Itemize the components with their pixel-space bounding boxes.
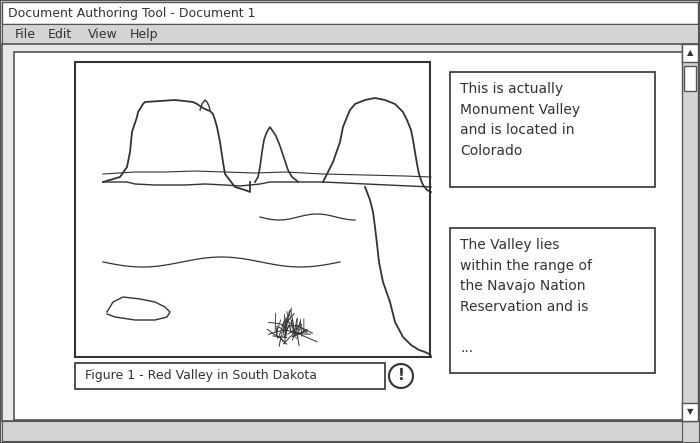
Bar xyxy=(2,24,698,44)
Circle shape xyxy=(389,364,413,388)
Text: This is actually
Monument Valley
and is located in
Colorado: This is actually Monument Valley and is … xyxy=(460,82,580,158)
Text: The Valley lies
within the range of
the Navajo Nation
Reservation and is

...: The Valley lies within the range of the … xyxy=(460,238,592,355)
Text: Edit: Edit xyxy=(48,27,72,40)
Text: ▲: ▲ xyxy=(687,48,693,58)
Text: Help: Help xyxy=(130,27,158,40)
Text: View: View xyxy=(88,27,118,40)
Bar xyxy=(682,44,698,421)
Bar xyxy=(2,44,698,421)
Bar xyxy=(14,52,684,420)
Bar xyxy=(684,66,696,91)
Text: Document Authoring Tool - Document 1: Document Authoring Tool - Document 1 xyxy=(8,7,255,19)
Bar xyxy=(682,403,698,421)
Bar xyxy=(75,363,385,389)
Bar xyxy=(2,421,682,441)
Bar xyxy=(75,62,430,357)
Bar xyxy=(2,2,698,24)
Bar xyxy=(450,72,655,187)
Text: !: ! xyxy=(398,369,405,384)
Bar xyxy=(450,228,655,373)
Bar xyxy=(682,44,698,62)
Text: File: File xyxy=(15,27,36,40)
Text: Figure 1 - Red Valley in South Dakota: Figure 1 - Red Valley in South Dakota xyxy=(85,369,317,382)
Text: ▼: ▼ xyxy=(687,408,693,416)
